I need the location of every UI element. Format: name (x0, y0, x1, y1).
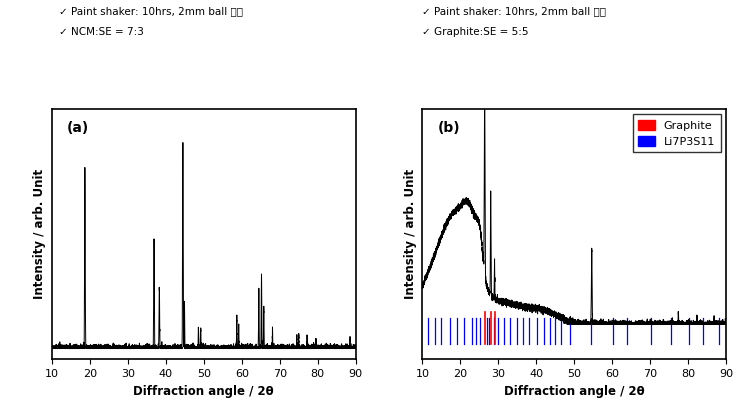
X-axis label: Diffraction angle / 2θ: Diffraction angle / 2θ (504, 385, 645, 398)
X-axis label: Diffraction angle / 2θ: Diffraction angle / 2θ (133, 385, 274, 398)
Text: (a): (a) (67, 121, 90, 135)
Text: ✓ Paint shaker: 10hrs, 2mm ball 사용: ✓ Paint shaker: 10hrs, 2mm ball 사용 (422, 6, 606, 16)
Text: ✓ Graphite:SE = 5:5: ✓ Graphite:SE = 5:5 (422, 27, 529, 37)
Text: ✓ NCM:SE = 7:3: ✓ NCM:SE = 7:3 (59, 27, 144, 37)
Y-axis label: Intensity / arb. Unit: Intensity / arb. Unit (404, 169, 417, 299)
Y-axis label: Intensity / arb. Unit: Intensity / arb. Unit (33, 169, 47, 299)
Text: ✓ Paint shaker: 10hrs, 2mm ball 사용: ✓ Paint shaker: 10hrs, 2mm ball 사용 (59, 6, 243, 16)
Legend: Graphite, Li7P3S11: Graphite, Li7P3S11 (633, 114, 721, 153)
Text: (b): (b) (437, 121, 460, 135)
